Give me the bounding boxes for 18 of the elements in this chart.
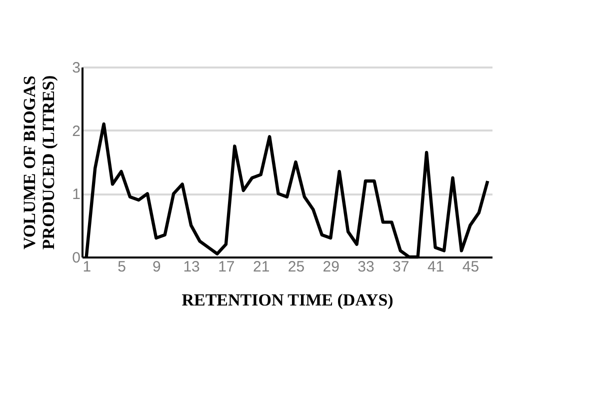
x-tick-label: 29 — [322, 258, 340, 276]
x-tick-label: 1 — [82, 258, 92, 276]
x-tick-label: 13 — [183, 258, 200, 276]
x-tick-label: 9 — [152, 258, 161, 276]
x-tick-label: 17 — [218, 258, 235, 276]
x-axis-title: RETENTION TIME (DAYS) — [182, 290, 394, 310]
x-tick-label: 37 — [392, 258, 410, 276]
x-tick-label: 21 — [252, 258, 270, 276]
x-tick-label: 5 — [118, 258, 126, 276]
x-tick-label: 25 — [288, 258, 305, 276]
y-tick-label: 1 — [72, 186, 80, 204]
y-axis-title: VOLUME OF BIOGAS PRODUCED (LITRES) — [20, 75, 58, 250]
x-tick-label: 45 — [462, 258, 480, 276]
y-tick-label: 3 — [72, 60, 80, 76]
x-tick-label: 33 — [358, 258, 374, 276]
y-tick-label: 2 — [72, 122, 80, 140]
x-tick-label: 41 — [427, 258, 444, 276]
y-tick-label: 0 — [72, 250, 80, 266]
